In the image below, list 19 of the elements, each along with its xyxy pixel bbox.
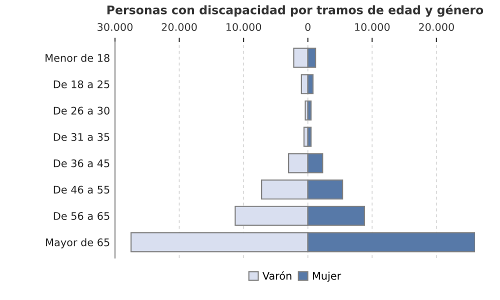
- x-tick-label: 10.000: [226, 23, 262, 31]
- y-tick-label: De 26 a 30: [54, 106, 110, 115]
- y-tick-label: De 36 a 45: [54, 159, 110, 168]
- y-tick-label: Mayor de 65: [46, 238, 110, 248]
- y-tick-label: De 31 a 35: [54, 133, 110, 141]
- bar: [307, 100, 312, 121]
- x-tick-label: 0: [305, 23, 310, 31]
- y-tick-label: De 56 a 65: [54, 212, 110, 220]
- chart-title: Personas con discapacidad por tramos de edad y género: [107, 4, 484, 17]
- x-tick-label: 20.000: [162, 23, 197, 31]
- y-tick-label: Menor de 18: [46, 54, 110, 62]
- x-tick-label: 30.000: [98, 23, 133, 31]
- legend-label: Varón: [262, 271, 292, 280]
- y-tick-label: De 46 a 55: [54, 186, 110, 194]
- legend-label: Mujer: [312, 272, 342, 282]
- y-tick-label: De 18 a 25: [54, 80, 110, 88]
- x-tick-label: 20.000: [418, 23, 454, 31]
- bar: [307, 126, 312, 147]
- x-tick-label: 10.000: [355, 23, 390, 31]
